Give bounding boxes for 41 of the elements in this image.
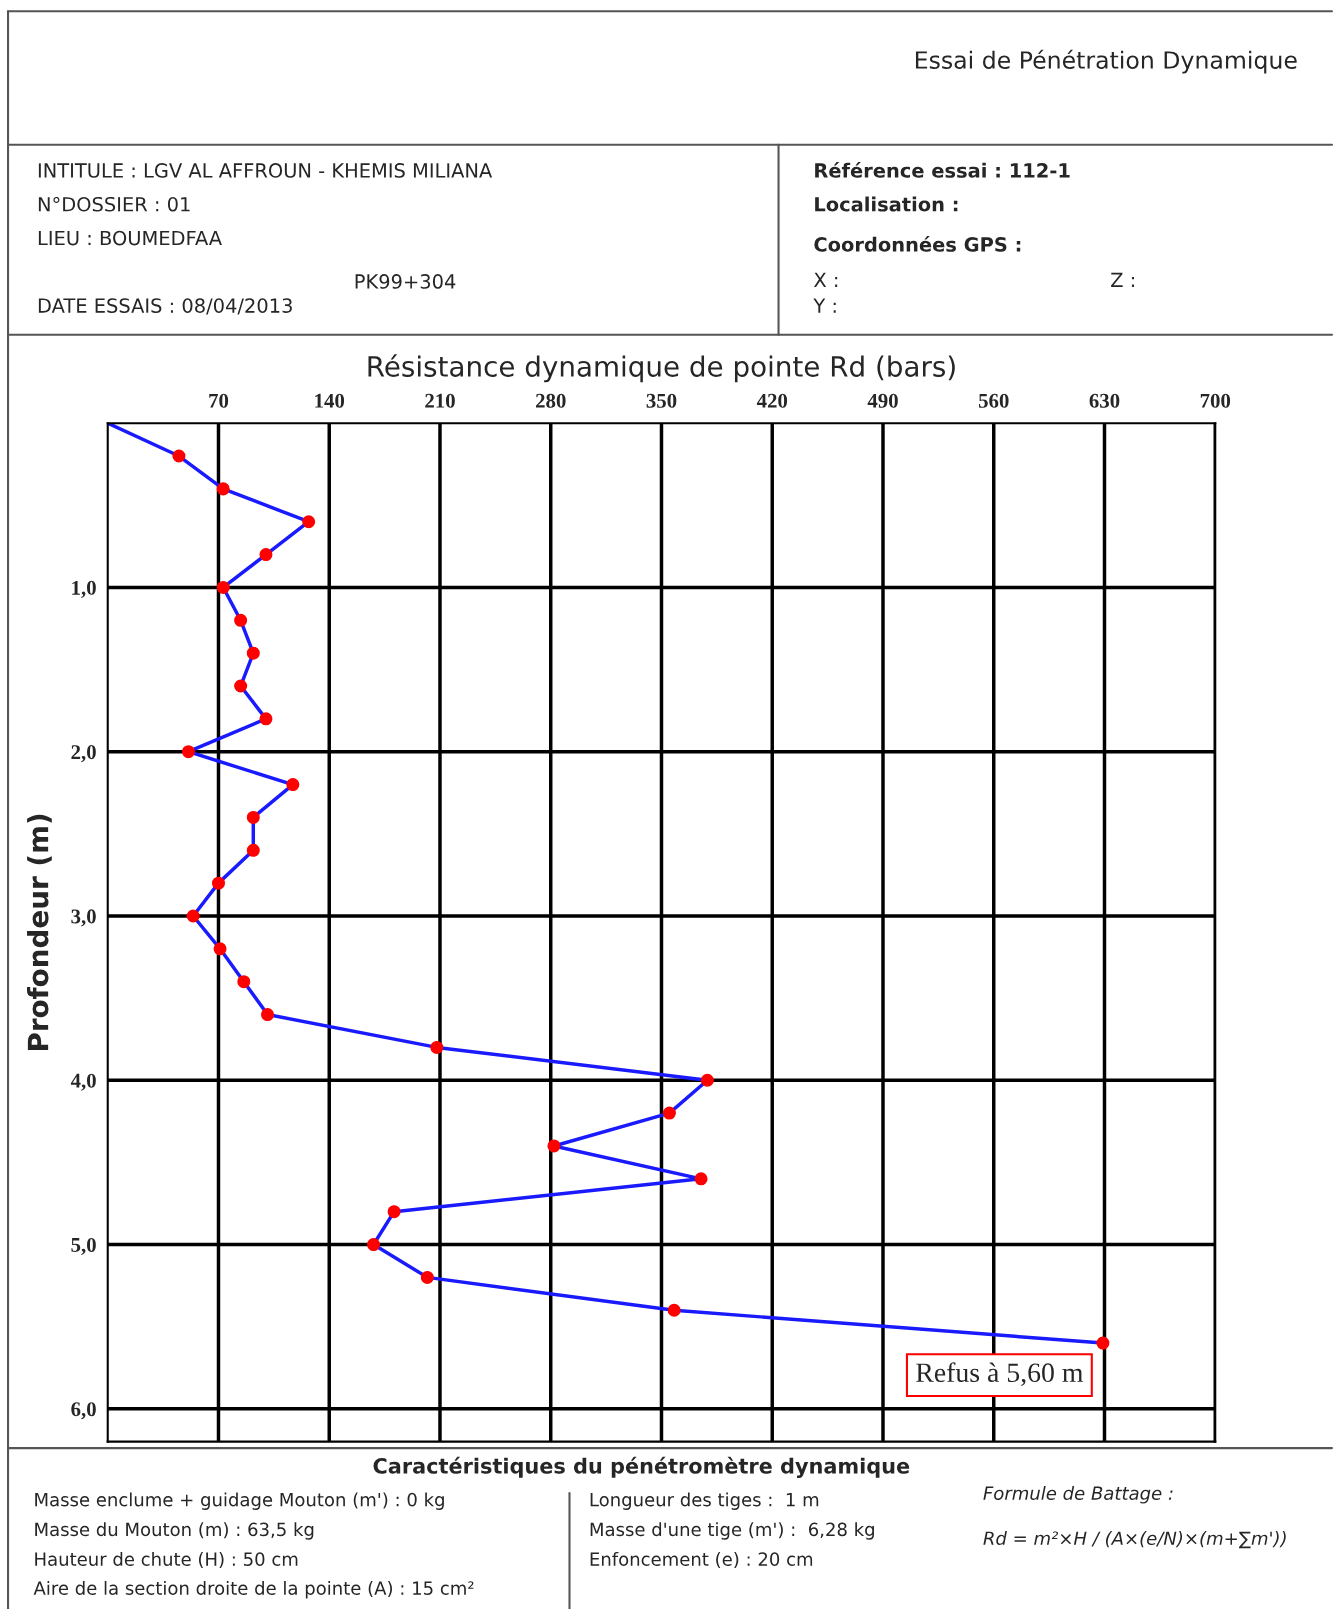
text: Caractéristiques du pénétromètre dynamique	[373, 1456, 910, 1478]
x-tick-label: 350	[646, 393, 677, 408]
text: Longueur des tiges : 1 m	[590, 1492, 819, 1510]
y-tick-label: 5,0	[71, 1237, 96, 1255]
y-tick-label: 2,0	[71, 745, 96, 763]
y-tick-label: 4,0	[70, 1073, 96, 1091]
text: Coordonnées GPS :	[814, 235, 1021, 252]
text: Hauteur de chute (H) : 50 cm	[35, 1551, 298, 1569]
text: Référence essai : 112-1	[815, 161, 1070, 178]
text: Z :	[1111, 272, 1134, 287]
text: Masse du Mouton (m) : 63,5 kg	[35, 1522, 314, 1540]
x-tick-label: 70	[209, 393, 229, 408]
text: Aire de la section droite de la pointe (A) : 15 cm²	[33, 1580, 474, 1599]
text: X :	[813, 272, 838, 287]
text: Formule de Battage :	[983, 1486, 1173, 1504]
text: Enfoncement (e) : 20 cm	[590, 1551, 813, 1569]
text: Masse d'une tige (m') : 6,28 kg	[590, 1522, 874, 1540]
text: PK99+304	[355, 274, 456, 289]
text: Rd = m²×H / (A×(e/N)×(m+∑m'))	[983, 1531, 1286, 1549]
y-axis-title: Profondeur (m)	[27, 814, 52, 1051]
x-tick-label: 490	[867, 393, 898, 408]
x-tick-label: 700	[1200, 393, 1231, 408]
y-tick-label: 1,0	[72, 580, 96, 598]
text: INTITULE : LGV AL AFFROUN - KHEMIS MILIANA	[38, 163, 493, 178]
text: Localisation :	[815, 196, 958, 212]
x-tick-label: 280	[535, 393, 566, 408]
y-tick-label: 3,0	[71, 909, 96, 927]
text: DATE ESSAIS : 08/04/2013	[38, 298, 292, 315]
annotation: Refus à 5,60 m	[916, 1362, 1084, 1387]
x-tick-label: 210	[425, 393, 455, 408]
x-axis-title: Résistance dynamique de pointe Rd (bars)	[368, 354, 955, 383]
text: Y :	[813, 298, 836, 313]
x-tick-label: 140	[315, 393, 345, 408]
text: LIEU : BOUMEDFAA	[38, 230, 222, 246]
text: N°DOSSIER : 01	[38, 196, 190, 212]
text: Masse enclume + guidage Mouton (m') : 0 kg	[35, 1492, 444, 1510]
x-tick-label: 420	[756, 393, 788, 408]
y-tick-label: 6,0	[71, 1402, 96, 1420]
x-tick-label: 560	[978, 393, 1009, 408]
text: Essai de Pénétration Dynamique	[915, 49, 1297, 74]
x-tick-label: 630	[1089, 393, 1120, 408]
